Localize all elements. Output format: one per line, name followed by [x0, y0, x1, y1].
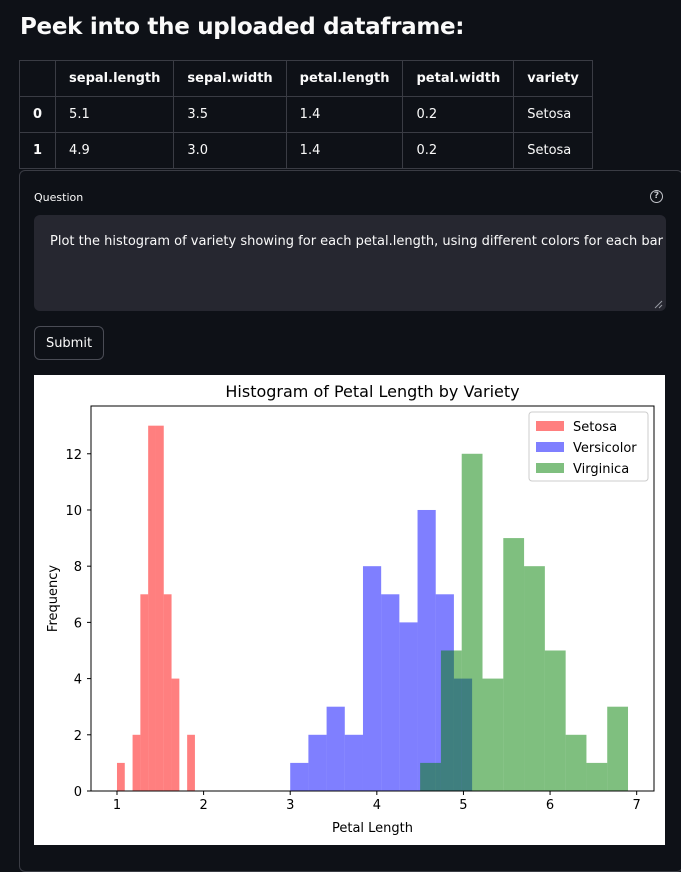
histogram-bar-virginica — [586, 762, 608, 791]
histogram-bar-virginica — [482, 678, 504, 791]
histogram-bar-versicolor — [326, 706, 345, 791]
submit-button[interactable]: Submit — [34, 326, 104, 360]
y-tick-label: 10 — [65, 504, 82, 519]
x-tick-label: 2 — [199, 798, 207, 813]
table-header-row: sepal.length sepal.width petal.length pe… — [18, 60, 593, 97]
legend-label-virginica: Virginica — [573, 462, 629, 477]
histogram-bar-setosa — [140, 594, 149, 791]
histogram-bar-versicolor — [362, 566, 382, 791]
histogram-bar-versicolor — [344, 734, 363, 791]
histogram-bar-setosa — [132, 734, 141, 791]
legend-label-setosa: Setosa — [573, 420, 617, 435]
x-axis-label: Petal Length — [332, 821, 413, 836]
y-tick-label: 12 — [65, 448, 82, 463]
row-index: 1 — [18, 132, 57, 169]
histogram-bar-setosa — [163, 594, 172, 791]
dataframe-table: sepal.length sepal.width petal.length pe… — [18, 60, 593, 169]
legend-swatch-versicolor — [536, 442, 564, 452]
table-cell[interactable]: Setosa — [513, 132, 593, 169]
plot-frame — [90, 405, 655, 792]
histogram-bar-virginica — [607, 706, 629, 791]
x-tick-label: 6 — [546, 798, 554, 813]
histogram-bar-virginica — [524, 566, 545, 791]
histogram-bar-virginica — [565, 734, 587, 791]
histogram-bar-versicolor — [399, 622, 418, 791]
table-cell[interactable]: 1.4 — [285, 96, 404, 133]
column-header[interactable]: sepal.length — [55, 60, 175, 97]
column-header[interactable]: sepal.width — [173, 60, 287, 97]
y-tick-label: 6 — [74, 616, 82, 631]
histogram-bar-setosa — [187, 734, 195, 791]
table-cell[interactable]: 3.5 — [173, 96, 287, 133]
histogram-bar-setosa — [148, 425, 156, 791]
histogram-bar-virginica — [440, 650, 462, 791]
y-tick-label: 4 — [74, 673, 82, 688]
question-circle-icon[interactable]: ? — [650, 190, 663, 203]
x-tick-label: 4 — [373, 798, 381, 813]
histogram-bar-versicolor — [417, 509, 436, 791]
table-cell[interactable]: Setosa — [513, 96, 593, 133]
table-cell[interactable]: 1.4 — [285, 132, 404, 169]
row-index: 0 — [18, 96, 57, 133]
question-text[interactable]: Plot the histogram of variety showing fo… — [50, 234, 663, 249]
x-tick-label: 5 — [459, 798, 467, 813]
histogram-bar-setosa — [155, 425, 164, 791]
histogram-chart: 1 2 3 4 5 6 7 0 2 4 6 8 10 12 Histogram of Petal Lengt… — [34, 375, 665, 845]
question-label: Question — [34, 191, 84, 204]
y-axis-label: Frequency — [46, 565, 61, 632]
x-tick-label: 1 — [113, 798, 121, 813]
x-tick-label: 3 — [286, 798, 294, 813]
chart-title: Histogram of Petal Length by Variety — [225, 382, 519, 401]
histogram-bar-setosa — [116, 762, 125, 791]
question-form: Question ? Plot the histogram of variety… — [19, 170, 681, 872]
x-tick-label: 7 — [633, 798, 641, 813]
table-cell[interactable]: 0.2 — [402, 96, 515, 133]
table-cell[interactable]: 5.1 — [55, 96, 175, 133]
histogram-bar-virginica — [503, 538, 525, 791]
y-tick-label: 8 — [74, 560, 82, 575]
legend-swatch-virginica — [536, 463, 564, 473]
column-header[interactable] — [18, 60, 57, 97]
histogram-bar-versicolor — [290, 762, 309, 791]
y-tick-label: 0 — [74, 785, 82, 800]
page-title: Peek into the uploaded dataframe: — [20, 14, 465, 40]
legend-swatch-setosa — [536, 421, 564, 431]
histogram-bar-virginica — [461, 453, 483, 791]
table-cell[interactable]: 3.0 — [173, 132, 287, 169]
resize-handle-icon[interactable] — [653, 299, 663, 309]
column-header[interactable]: petal.width — [402, 60, 515, 97]
histogram-bar-virginica — [420, 762, 441, 791]
column-header[interactable]: variety — [513, 60, 593, 97]
table-row: 0 5.1 3.5 1.4 0.2 Setosa — [18, 96, 593, 133]
histogram-bar-versicolor — [381, 594, 400, 791]
table-cell[interactable]: 4.9 — [55, 132, 175, 169]
column-header[interactable]: petal.length — [285, 60, 404, 97]
question-textarea[interactable]: Plot the histogram of variety showing fo… — [34, 215, 666, 311]
histogram-bar-setosa — [171, 678, 180, 791]
table-row: 1 4.9 3.0 1.4 0.2 Setosa — [18, 132, 593, 169]
histogram-bar-virginica — [544, 650, 566, 791]
table-cell[interactable]: 0.2 — [402, 132, 515, 169]
y-tick-label: 2 — [74, 729, 82, 744]
legend-label-versicolor: Versicolor — [573, 441, 637, 456]
histogram-bar-versicolor — [308, 734, 327, 791]
